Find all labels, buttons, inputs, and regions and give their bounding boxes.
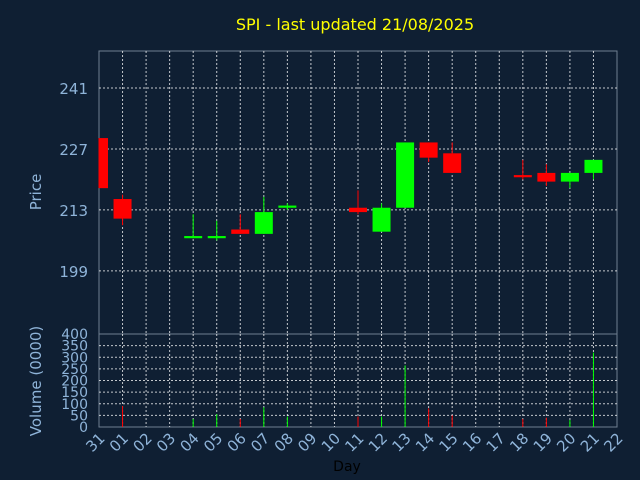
price-axis-label: Price bbox=[27, 174, 45, 211]
candle bbox=[349, 190, 367, 215]
volume-tick-label: 200 bbox=[61, 374, 88, 390]
candle bbox=[396, 142, 415, 208]
candle bbox=[184, 214, 203, 239]
volume-axis-label: Volume (0000) bbox=[27, 326, 45, 436]
candle bbox=[372, 203, 391, 232]
candle bbox=[443, 142, 462, 173]
x-axis-label: Day bbox=[333, 459, 361, 475]
candle bbox=[98, 138, 108, 189]
volume-bars bbox=[122, 352, 594, 427]
candle-body bbox=[537, 172, 556, 182]
chart-title: SPI - last updated 21/08/2025 bbox=[236, 15, 474, 34]
candle-body bbox=[184, 236, 203, 239]
candle bbox=[537, 164, 556, 186]
volume-tick-label: 150 bbox=[61, 385, 88, 401]
price-axis-ticks: 199 213 227 241 bbox=[59, 80, 88, 281]
volume-tick-label: 250 bbox=[61, 362, 88, 378]
candle-body bbox=[349, 207, 367, 213]
candle-body bbox=[513, 175, 532, 178]
candle-body bbox=[231, 229, 250, 234]
candles bbox=[98, 138, 603, 241]
candle-body bbox=[560, 172, 579, 182]
candle-body bbox=[372, 207, 391, 232]
volume-tick-label: 400 bbox=[61, 327, 88, 343]
candle-body bbox=[207, 236, 226, 239]
candle-body bbox=[99, 138, 108, 189]
candle bbox=[231, 214, 250, 234]
volume-tick-label: 0 bbox=[79, 420, 88, 436]
candle-body bbox=[443, 153, 462, 173]
candle-body bbox=[396, 142, 415, 208]
candle-body bbox=[278, 205, 297, 208]
candle bbox=[278, 203, 297, 210]
volume-tick-label: 50 bbox=[70, 408, 88, 424]
candle bbox=[560, 172, 579, 189]
volume-tick-label: 350 bbox=[61, 339, 88, 355]
candle bbox=[254, 196, 273, 234]
price-tick-label: 213 bbox=[59, 202, 88, 220]
candle bbox=[584, 159, 603, 180]
candle bbox=[419, 142, 438, 163]
candle-body bbox=[254, 212, 273, 234]
candle bbox=[113, 194, 132, 226]
price-tick-label: 241 bbox=[59, 80, 88, 98]
candle bbox=[513, 159, 532, 180]
candle-body bbox=[419, 142, 438, 158]
candle-body bbox=[584, 159, 603, 173]
volume-tick-label: 300 bbox=[61, 350, 88, 366]
volume-tick-label: 100 bbox=[61, 397, 88, 413]
candle bbox=[207, 220, 226, 241]
candle-body bbox=[113, 199, 132, 219]
x-axis-ticks: 3101020304050607080910111213141516171819… bbox=[82, 429, 626, 455]
price-tick-label: 199 bbox=[59, 263, 88, 281]
price-tick-label: 227 bbox=[59, 141, 88, 159]
